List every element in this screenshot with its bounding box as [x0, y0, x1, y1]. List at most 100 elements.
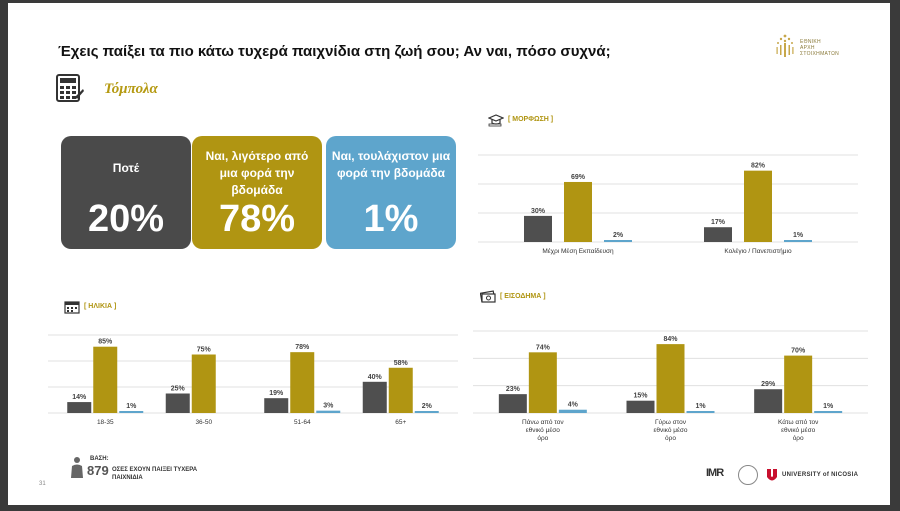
data-label: 30%	[531, 208, 546, 215]
org-logo-text: ΕΘΝΙΚΗ ΑΡΧΗ ΣΤΟΙΧΗΜΑΤΩΝ	[800, 39, 839, 57]
base-count: 879	[87, 463, 109, 478]
data-label: 3%	[323, 403, 334, 410]
data-label: 15%	[633, 393, 648, 400]
bar	[686, 411, 715, 413]
seal-icon	[738, 465, 758, 485]
data-label: 2%	[422, 403, 433, 410]
section-title-income: [ ΕΙΣΟΔΗΜΑ ]	[500, 293, 546, 300]
imr-logo: IMR	[706, 467, 724, 479]
bar	[754, 389, 783, 413]
university-logo-text: UNIVERSITY of NICOSIA	[782, 472, 859, 478]
bar	[191, 354, 216, 413]
base-description: ΟΣΕΣ ΕΧΟΥΝ ΠΑΙΞΕΙ ΤΥΧΕΡΑ ΠΑΙΧΝΙΔΙΑ	[112, 467, 198, 481]
data-label: 74%	[536, 344, 551, 351]
bar	[119, 411, 144, 413]
education-chart: 30% 69% 2% Μέχρι Μέση Εκπαίδευση 17% 82% 1% Κολ…	[478, 154, 858, 255]
category-label: 65+	[395, 419, 406, 426]
bar	[362, 381, 387, 413]
data-label: 25%	[171, 386, 186, 393]
category-label: όρο	[793, 434, 804, 442]
category-label: 51-64	[294, 419, 311, 426]
data-label: 14%	[72, 394, 87, 401]
bar	[814, 411, 843, 413]
data-label: 1%	[823, 403, 834, 410]
bar	[414, 411, 439, 413]
kpi-label: Ναι, λιγότερο από μια φορά την βδομάδα	[205, 149, 309, 197]
section-title-education: [ ΜΟΡΦΩΣΗ ]	[508, 116, 554, 123]
bar	[93, 346, 118, 413]
data-label: 19%	[269, 390, 284, 397]
category-label: Κολέγιο / Πανεπιστήμιο	[724, 247, 792, 255]
kpi-value: 78%	[218, 198, 296, 240]
bar	[604, 240, 632, 242]
footer-logos: IMR UNIVERSITY of NICOSIA	[706, 465, 866, 487]
data-label: 85%	[98, 339, 113, 346]
org-logo-icon	[776, 34, 794, 57]
org-logo-line: ΑΡΧΗ	[800, 45, 815, 51]
graduation-cap-icon	[488, 114, 504, 127]
bar	[388, 367, 413, 413]
calendar-icon	[64, 301, 80, 314]
kpi-weekly: Ναι, τουλάχιστον μια φορά την βδομάδα 1%	[326, 136, 456, 249]
org-logo: ΕΘΝΙΚΗ ΑΡΧΗ ΣΤΟΙΧΗΜΑΤΩΝ	[774, 33, 854, 65]
bar	[704, 227, 732, 242]
bar	[264, 398, 289, 413]
kpi-label: Ποτέ	[112, 161, 140, 175]
category-label: εθνικό μέσο	[526, 426, 560, 434]
data-label: 17%	[711, 219, 726, 226]
person-icon	[71, 457, 83, 478]
kpi-less-than-weekly: Ναι, λιγότερο από μια φορά την βδομάδα 7…	[192, 136, 322, 249]
bar	[165, 393, 190, 413]
bar	[316, 410, 341, 413]
base-label: ΒΑΣΗ:	[90, 456, 109, 462]
bar	[744, 170, 772, 242]
data-label: 40%	[368, 374, 383, 381]
category-label: όρο	[665, 434, 676, 442]
category-label: εθνικό μέσο	[781, 426, 815, 434]
bar	[784, 240, 812, 242]
money-icon	[480, 290, 496, 303]
data-label: 1%	[695, 403, 706, 410]
category-label: Γύρω στον	[655, 418, 686, 426]
section-title-age: [ ΗΛΙΚΙΑ ]	[84, 303, 117, 310]
org-logo-line: ΣΤΟΙΧΗΜΑΤΩΝ	[800, 51, 840, 57]
kpi-label: Ναι, τουλάχιστον μια φορά την βδομάδα	[331, 149, 451, 180]
data-label: 84%	[663, 336, 678, 343]
bar	[626, 400, 655, 413]
data-label: 58%	[394, 360, 409, 367]
data-label: 29%	[761, 381, 776, 388]
data-label: 70%	[791, 348, 806, 355]
data-label: 23%	[506, 386, 521, 393]
bar	[290, 352, 315, 413]
bar	[784, 355, 813, 413]
data-label: 2%	[613, 232, 624, 239]
page-number: 31	[39, 481, 46, 487]
category-label: εθνικό μέσο	[653, 426, 687, 434]
bar	[528, 352, 557, 413]
kpi-value: 1%	[363, 198, 419, 240]
data-label: 78%	[295, 344, 310, 351]
slide: Έχεις παίξει τα πιο κάτω τυχερά παιχνίδι…	[8, 3, 890, 505]
category-label: Κάτω από τον	[778, 418, 818, 426]
kpi-value: 20%	[87, 198, 165, 240]
data-label: 75%	[197, 347, 212, 354]
data-label: 69%	[571, 174, 586, 181]
age-chart: 14% 85% 1% 18-35 25% 75% 36-50 19% 78% 3% 51-64 40%…	[48, 334, 458, 426]
bar	[524, 215, 552, 242]
category-label: 36-50	[195, 419, 212, 426]
data-label: 82%	[751, 163, 766, 170]
slide-title: Έχεις παίξει τα πιο κάτω τυχερά παιχνίδι…	[58, 43, 611, 60]
data-label: 1%	[126, 403, 137, 410]
bar	[656, 344, 685, 413]
category-label: Μέχρι Μέση Εκπαίδευση	[542, 247, 614, 255]
data-label: 1%	[793, 232, 804, 239]
org-logo-line: ΕΘΝΙΚΗ	[800, 39, 821, 45]
category-label: Πάνω από τον	[522, 418, 564, 426]
bar	[67, 402, 92, 413]
bar	[564, 181, 592, 242]
university-logo-icon	[767, 469, 777, 481]
category-label: όρο	[537, 434, 548, 442]
category-label: 18-35	[97, 419, 114, 426]
game-title: Τόμπολα	[104, 81, 158, 97]
